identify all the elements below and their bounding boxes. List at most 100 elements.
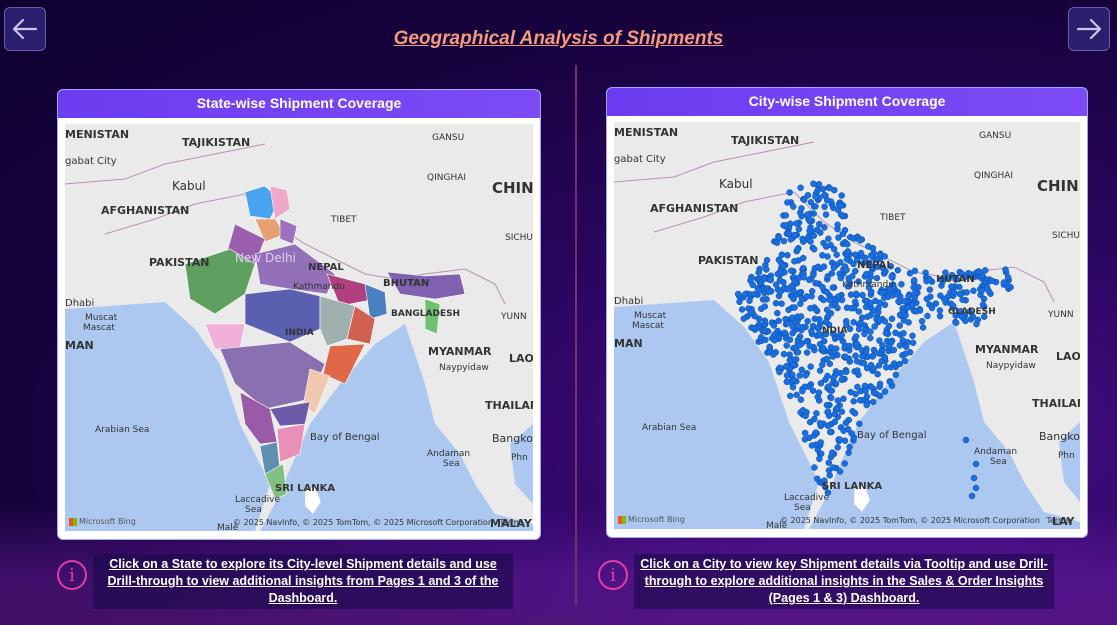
city-point[interactable] [825,459,833,466]
city-point[interactable] [802,412,809,420]
city-point[interactable] [881,388,889,395]
city-point[interactable] [836,436,844,443]
city-point[interactable] [780,262,787,270]
city-point[interactable] [822,211,830,218]
city-point[interactable] [806,342,813,350]
city-point[interactable] [894,266,902,274]
city-point[interactable] [798,366,806,374]
city-point[interactable] [826,360,834,368]
city-point[interactable] [932,300,940,307]
city-point[interactable] [896,311,904,319]
city-point[interactable] [839,230,847,238]
city-point[interactable] [827,344,835,351]
city-point[interactable] [800,196,808,204]
city-point[interactable] [786,351,793,358]
city-point[interactable] [852,267,859,275]
city-point[interactable] [869,398,877,406]
city-point[interactable] [844,248,852,255]
city-point[interactable] [882,364,890,371]
terms-link[interactable]: Terms [499,518,523,527]
city-point[interactable] [843,256,851,263]
city-point[interactable] [853,340,860,347]
city-point[interactable] [810,271,817,279]
city-point[interactable] [896,322,903,329]
city-point[interactable] [851,298,859,305]
city-point[interactable] [859,291,866,299]
city-point[interactable] [785,230,793,237]
city-point[interactable] [916,307,924,314]
city-point[interactable] [798,295,806,302]
city-point[interactable] [798,205,805,212]
city-point[interactable] [812,429,820,436]
city-point[interactable] [809,387,817,394]
city-point[interactable] [748,273,755,281]
city-point[interactable] [906,270,914,277]
city-point[interactable] [824,489,832,496]
city-point[interactable] [896,360,904,368]
city-point[interactable] [815,181,823,188]
city-point[interactable] [830,245,838,253]
city-point[interactable] [843,321,850,328]
city-point[interactable] [844,241,851,248]
city-point[interactable] [826,184,833,192]
city-point[interactable] [953,276,961,283]
city-point[interactable] [793,391,800,399]
city-point[interactable] [885,322,893,330]
city-point[interactable] [819,283,826,291]
city-point[interactable] [870,346,878,354]
city-point[interactable] [867,299,874,307]
city-point[interactable] [808,442,816,449]
city-point[interactable] [893,291,900,298]
terms-link[interactable]: Terms [1046,516,1070,525]
city-point[interactable] [961,273,969,281]
city-point[interactable] [852,290,860,298]
city-point[interactable] [755,287,763,294]
city-point[interactable] [799,235,806,243]
city-point[interactable] [794,322,802,330]
city-point[interactable] [782,212,790,219]
city-point[interactable] [751,290,758,298]
city-point[interactable] [815,389,823,396]
city-point[interactable] [846,325,854,333]
city-point[interactable] [826,296,833,304]
city-point[interactable] [788,267,795,274]
city-point[interactable] [814,324,822,332]
city-point[interactable] [784,251,791,259]
city-point[interactable] [926,286,934,293]
city-point[interactable] [968,492,976,500]
city-point[interactable] [876,337,883,344]
city-point[interactable] [804,317,811,325]
city-point[interactable] [822,376,829,383]
city-point[interactable] [909,339,917,347]
city-point[interactable] [858,314,866,321]
city-point[interactable] [771,337,778,344]
city-point[interactable] [887,262,895,270]
city-point[interactable] [824,312,832,320]
city-points-layer[interactable] [734,180,1014,500]
city-point[interactable] [830,374,837,382]
city-point[interactable] [740,315,748,322]
city-point[interactable] [778,300,785,307]
city-point[interactable] [863,364,871,372]
city-point[interactable] [952,319,960,326]
city-point[interactable] [957,312,965,320]
city-point[interactable] [827,394,835,402]
city-point[interactable] [780,237,788,245]
city-point[interactable] [942,269,949,276]
city-point[interactable] [856,397,864,404]
city-point[interactable] [816,455,823,463]
city-point[interactable] [783,362,790,370]
city-point[interactable] [794,246,801,254]
city-point[interactable] [796,289,804,296]
city-point[interactable] [1000,279,1008,286]
city-point[interactable] [923,295,931,303]
city-point[interactable] [895,298,902,305]
city-point[interactable] [827,453,835,461]
city-point[interactable] [988,277,996,285]
city-point[interactable] [775,256,783,263]
city-point[interactable] [795,225,803,233]
city-point[interactable] [860,359,868,367]
city-point[interactable] [979,301,987,308]
city-point[interactable] [902,343,910,350]
city-point[interactable] [797,313,805,320]
